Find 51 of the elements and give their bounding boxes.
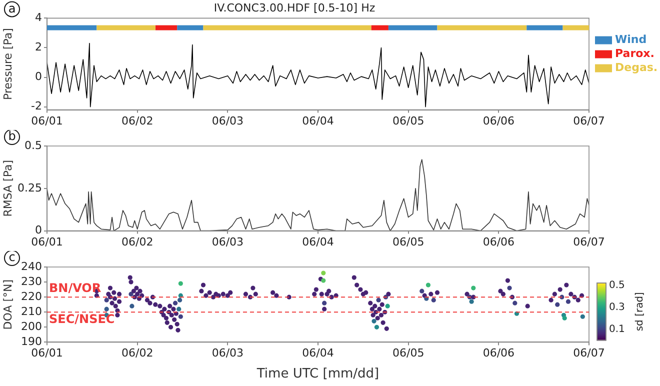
ref-line-label: SEC/NSEC <box>49 312 115 326</box>
x-tick-label: 06/01 <box>31 114 63 128</box>
x-tick-label: 06/05 <box>392 235 424 248</box>
x-tick-label: 06/06 <box>482 114 515 128</box>
x-tick-label: 06/01 <box>31 235 63 248</box>
x-tick-label: 06/02 <box>121 346 154 360</box>
x-tick-label: 06/05 <box>392 346 424 360</box>
text: c <box>8 250 16 264</box>
x-tick-label: 06/02 <box>121 114 154 128</box>
x-tick-label: 06/04 <box>302 346 334 360</box>
y-tick-label: 220 <box>21 290 42 303</box>
x-tick-label: 06/07 <box>573 235 605 248</box>
y-tick-label: 4 <box>35 11 42 24</box>
y-axis-title: DOA [°N] <box>1 279 14 330</box>
y-tick-label: 240 <box>21 260 42 273</box>
x-tick-label: 06/06 <box>482 235 515 248</box>
x-tick-label: 06/04 <box>302 114 334 128</box>
legend-label: Wind <box>615 33 647 46</box>
y-tick-label: 230 <box>21 274 42 288</box>
legend-label: Degas. <box>615 61 658 74</box>
x-tick-label: 06/03 <box>212 114 244 128</box>
y-tick-label: 210 <box>21 304 42 318</box>
ref-line-label: BN/VOR <box>49 281 102 296</box>
legend-label: Parox. <box>615 47 654 60</box>
x-tick-label: 06/06 <box>482 346 515 360</box>
text: b <box>8 129 16 144</box>
y-tick-label: 190 <box>21 335 42 348</box>
y-axis-title: RMSA [Pa] <box>1 160 14 217</box>
x-tick-label: 06/07 <box>573 346 605 360</box>
color-bar-label: 0.3 <box>609 302 625 313</box>
y-tick-label: 2 <box>35 40 42 54</box>
x-tick-label: 06/02 <box>121 235 154 248</box>
text: a <box>8 1 16 16</box>
x-tick-label: 06/07 <box>573 114 605 128</box>
x-axis-title: Time UTC [mm/dd] <box>256 366 380 382</box>
y-tick-label: -2 <box>31 100 42 113</box>
x-tick-label: 06/03 <box>212 346 244 360</box>
chart-title: IV.CONC3.00.HDF [0.5-10] Hz <box>214 1 376 14</box>
x-tick-label: 06/01 <box>31 346 63 360</box>
x-tick-label: 06/03 <box>212 235 244 248</box>
x-tick-label: 06/05 <box>392 114 424 128</box>
color-bar-label: 0.5 <box>609 280 625 291</box>
color-bar-title: sd [rad] <box>634 292 646 332</box>
y-tick-label: 0 <box>35 70 42 84</box>
y-axis-title: Pressure [Pa] <box>1 28 14 100</box>
color-bar-label: 0.1 <box>609 324 625 335</box>
x-tick-label: 06/04 <box>302 235 334 248</box>
y-tick-label: 0.5 <box>24 138 42 152</box>
y-tick-label: 0 <box>35 224 42 237</box>
y-tick-label: 200 <box>21 320 42 334</box>
y-tick-label: 0.25 <box>18 181 42 194</box>
